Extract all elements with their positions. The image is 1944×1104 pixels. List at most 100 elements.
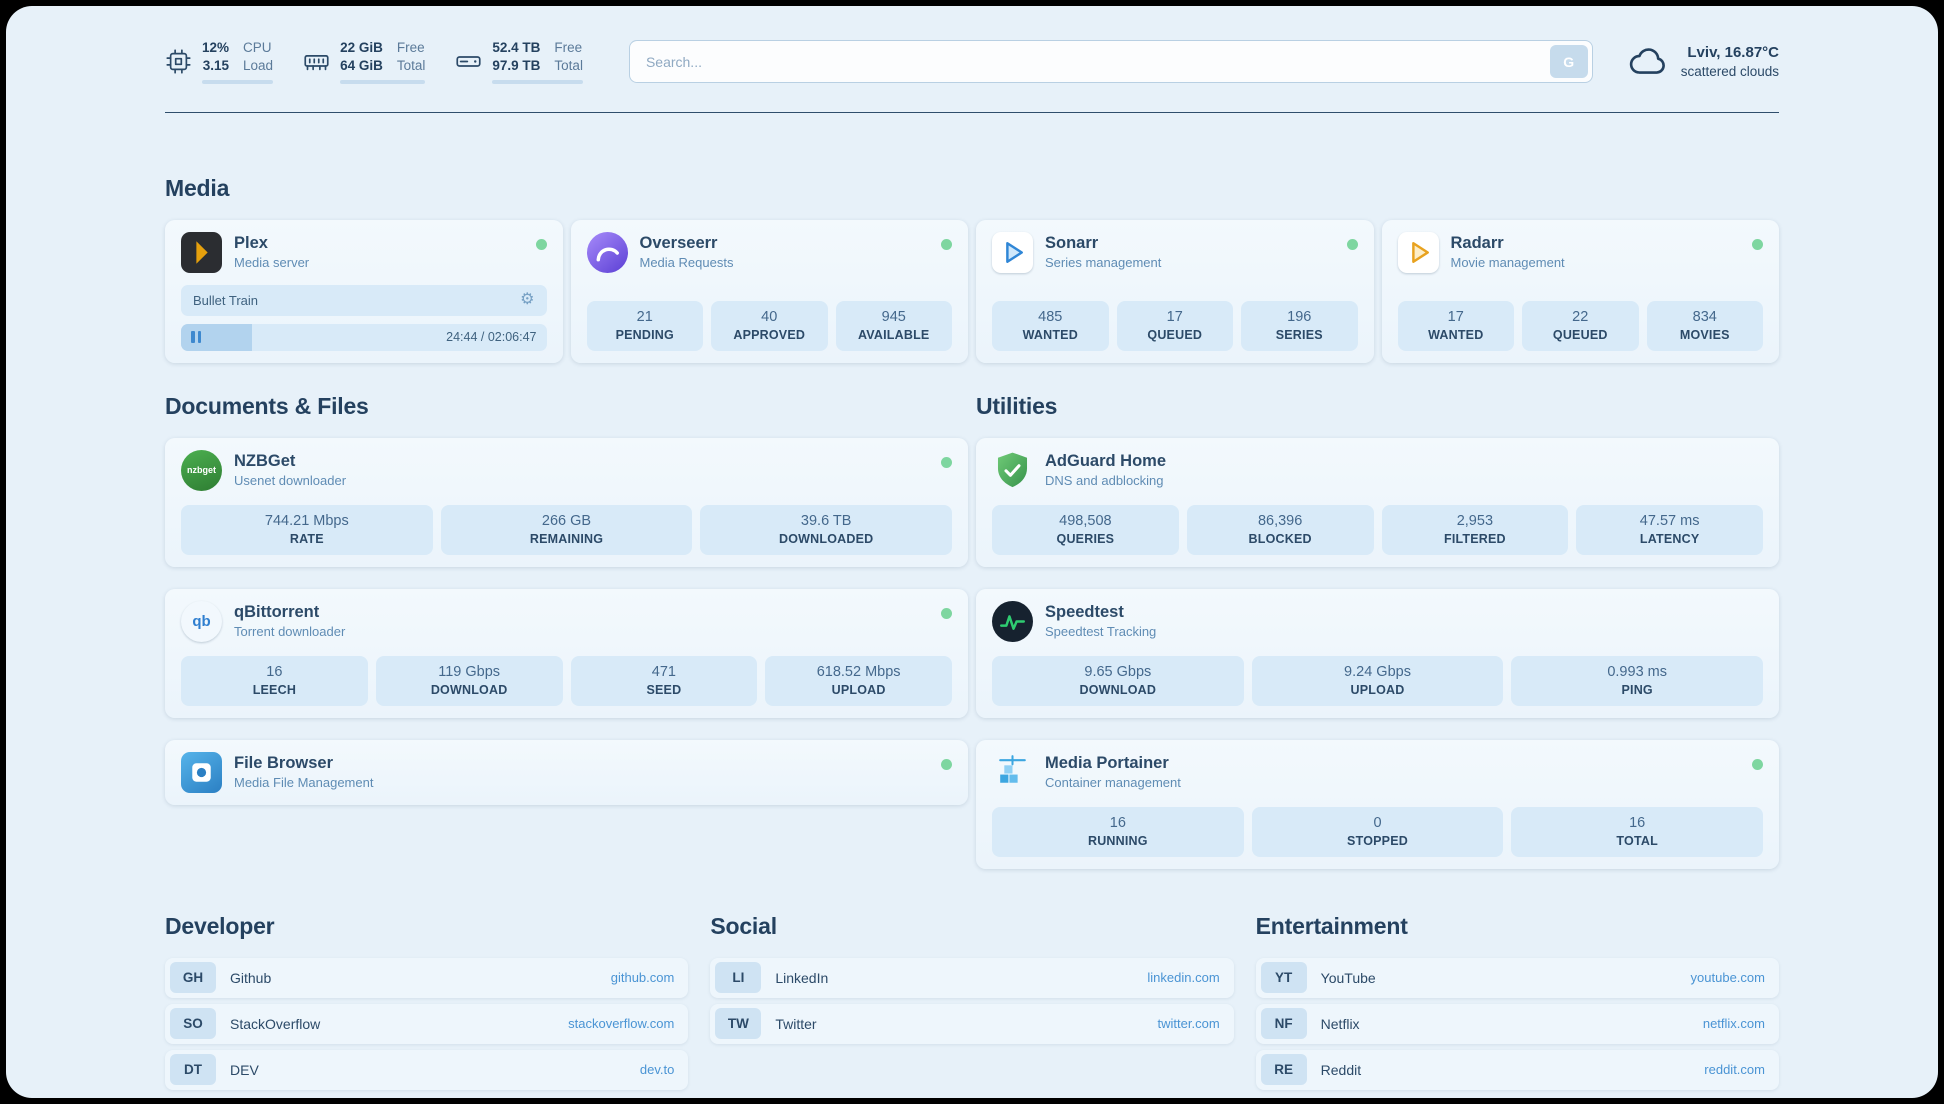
- status-dot: [941, 238, 952, 250]
- bookmark-reddit[interactable]: RE Reddit reddit.com: [1255, 1049, 1779, 1090]
- stat-value: 266 GB: [541, 512, 592, 529]
- app-title: NZBGet: [234, 452, 296, 471]
- stat-value: 21: [636, 308, 653, 325]
- stat-box: 119 Gbps DOWNLOAD: [375, 655, 563, 706]
- portainer-card[interactable]: Media Portainer Container management 16 …: [976, 739, 1779, 869]
- stat-box: 17 WANTED: [1397, 300, 1514, 351]
- gear-icon[interactable]: ⚙: [520, 291, 535, 309]
- stat-box: 9.24 Gbps UPLOAD: [1251, 655, 1504, 706]
- ram-free-value: 22 GiB: [340, 40, 383, 55]
- stat-label: UPLOAD: [831, 682, 886, 697]
- stat-label: STOPPED: [1347, 833, 1408, 848]
- speedtest-card[interactable]: Speedtest Speedtest Tracking 9.65 Gbps D…: [976, 588, 1779, 718]
- bookmark-url[interactable]: reddit.com: [1704, 1062, 1765, 1078]
- bookmark-twitter[interactable]: TW Twitter twitter.com: [710, 1003, 1234, 1044]
- bookmark-url[interactable]: stackoverflow.com: [568, 1016, 675, 1032]
- radarr-card[interactable]: Radarr Movie management 17 WANTED 22 QUE…: [1381, 219, 1779, 363]
- bookmark-name: Twitter: [775, 1015, 817, 1032]
- stat-box: 16 TOTAL: [1511, 806, 1764, 857]
- bookmark-dev[interactable]: DT DEV dev.to: [165, 1049, 689, 1090]
- stat-value: 16: [1629, 814, 1646, 831]
- utilities-section: Utilities: [976, 363, 1779, 869]
- cpu-widget: 12% CPU 3.15 Load: [165, 40, 274, 84]
- stat-value: 196: [1287, 308, 1312, 325]
- sonarr-card[interactable]: Sonarr Series management 485 WANTED 17 Q…: [976, 219, 1374, 363]
- bookmark-stackoverflow[interactable]: SO StackOverflow stackoverflow.com: [165, 1003, 689, 1044]
- bookmark-abbr: YT: [1260, 962, 1307, 994]
- stat-label: TOTAL: [1616, 833, 1658, 848]
- bookmark-github[interactable]: GH Github github.com: [165, 957, 689, 998]
- section-title-media: Media: [165, 174, 230, 201]
- ram-total-label: Total: [396, 57, 426, 73]
- bookmark-url[interactable]: github.com: [610, 970, 675, 986]
- stat-value: 498,508: [1059, 512, 1112, 529]
- stat-box: 17 QUEUED: [1116, 300, 1233, 351]
- bookmark-name: LinkedIn: [775, 969, 829, 986]
- stat-value: 9.65 Gbps: [1084, 663, 1152, 680]
- bookmark-youtube[interactable]: YT YouTube youtube.com: [1255, 957, 1779, 998]
- bookmark-url[interactable]: dev.to: [639, 1062, 675, 1078]
- app-subtitle: Speedtest Tracking: [1045, 624, 1157, 640]
- stat-label: REMAINING: [529, 531, 604, 546]
- stat-box: 471 SEED: [570, 655, 758, 706]
- app-subtitle: Movie management: [1450, 255, 1565, 271]
- stat-box: 2,953 FILTERED: [1381, 504, 1569, 555]
- status-dot: [941, 758, 952, 770]
- app-title: Sonarr: [1045, 234, 1099, 253]
- filebrowser-card[interactable]: File Browser Media File Management: [165, 739, 968, 805]
- stat-label: UPLOAD: [1350, 682, 1405, 697]
- overseerr-card[interactable]: Overseerr Media Requests 21 PENDING 40 A…: [570, 219, 968, 363]
- qbittorrent-card[interactable]: qb qBittorrent Torrent downloader 16: [165, 588, 968, 718]
- bookmark-url[interactable]: youtube.com: [1690, 970, 1765, 986]
- stat-label: DOWNLOAD: [1079, 682, 1157, 697]
- nzbget-card[interactable]: nzbget NZBGet Usenet downloader 744.21 M…: [165, 437, 968, 567]
- stat-value: 0: [1373, 814, 1382, 831]
- plex-card[interactable]: Plex Media server Bullet Train ⚙ 24:44 /…: [165, 219, 563, 363]
- app-subtitle: Usenet downloader: [234, 473, 347, 489]
- media-grid: Plex Media server Bullet Train ⚙ 24:44 /…: [165, 219, 1779, 363]
- stat-label: LATENCY: [1639, 531, 1700, 546]
- now-playing-row: Bullet Train ⚙: [181, 284, 547, 316]
- app-subtitle: Series management: [1045, 255, 1162, 271]
- stat-value: 17: [1447, 308, 1464, 325]
- portainer-icon: [992, 752, 1033, 793]
- bookmark-name: Reddit: [1320, 1061, 1362, 1078]
- resource-widgets: 12% CPU 3.15 Load 22 GiB Free 64 GiB: [165, 40, 583, 84]
- entertainment-bookmarks: Entertainment YT YouTube youtube.com NF …: [1255, 913, 1779, 1090]
- playback-progress-bar[interactable]: 24:44 / 02:06:47: [181, 323, 547, 351]
- bookmark-name: DEV: [230, 1061, 259, 1078]
- bookmark-name: YouTube: [1320, 969, 1376, 986]
- disk-icon: [455, 48, 482, 75]
- stat-box: 485 WANTED: [992, 300, 1109, 351]
- stat-value: 744.21 Mbps: [264, 512, 349, 529]
- bookmark-url[interactable]: netflix.com: [1702, 1016, 1765, 1032]
- bookmark-netflix[interactable]: NF Netflix netflix.com: [1255, 1003, 1779, 1044]
- adguard-card[interactable]: AdGuard Home DNS and adblocking 498,508 …: [976, 437, 1779, 567]
- stat-label: DOWNLOAD: [430, 682, 508, 697]
- stat-value: 945: [881, 308, 906, 325]
- search-input[interactable]: [628, 40, 1593, 84]
- stat-value: 16: [266, 663, 283, 680]
- plex-icon: [181, 231, 222, 273]
- stat-value: 86,396: [1257, 512, 1303, 529]
- stat-value: 9.24 Gbps: [1344, 663, 1411, 680]
- pause-icon[interactable]: [191, 331, 201, 344]
- stat-label: SEED: [646, 682, 682, 697]
- bookmark-url[interactable]: linkedin.com: [1147, 970, 1220, 986]
- bookmark-name: Netflix: [1320, 1015, 1360, 1032]
- google-search-button[interactable]: G: [1549, 45, 1588, 79]
- disk-free-value: 52.4 TB: [492, 40, 541, 55]
- status-dot: [1752, 758, 1763, 770]
- bookmark-url[interactable]: twitter.com: [1157, 1016, 1220, 1032]
- stat-label: RUNNING: [1087, 833, 1148, 848]
- disk-total-value: 97.9 TB: [492, 57, 541, 73]
- bookmark-abbr: NF: [1260, 1008, 1307, 1040]
- bookmark-abbr: TW: [715, 1008, 762, 1040]
- bookmark-linkedin[interactable]: LI LinkedIn linkedin.com: [710, 957, 1234, 998]
- section-title-developer: Developer: [165, 912, 275, 939]
- section-title-documents: Documents & Files: [165, 392, 369, 419]
- app-title: Speedtest: [1045, 603, 1124, 622]
- app-title: File Browser: [234, 754, 334, 773]
- weather-condition: scattered clouds: [1680, 63, 1779, 79]
- stat-value: 618.52 Mbps: [816, 663, 901, 680]
